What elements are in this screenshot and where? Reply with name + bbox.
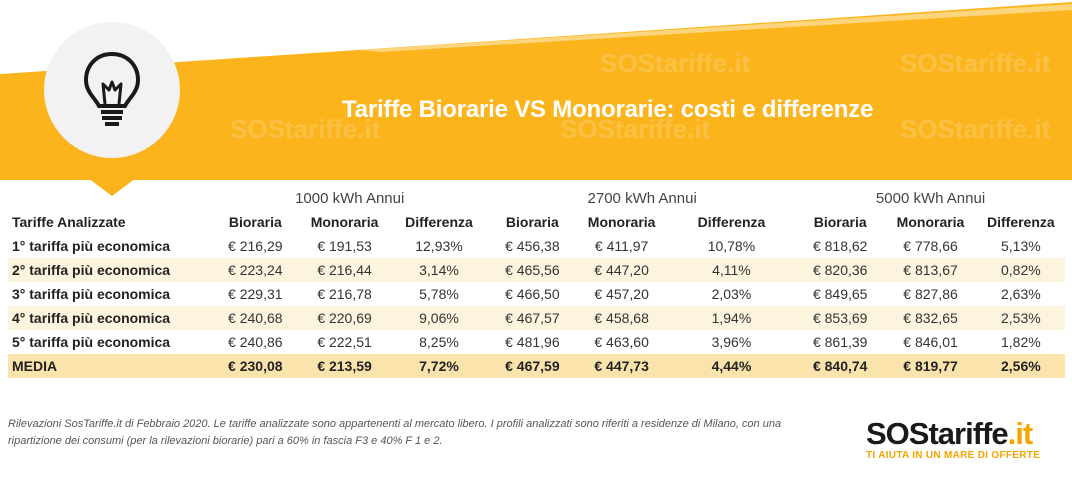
table-cell: € 849,65: [812, 286, 868, 302]
row-label: 2° tariffa più economica: [8, 258, 212, 282]
table-cell: 0,82%: [976, 258, 1065, 282]
table-cell: € 222,51: [317, 334, 372, 350]
table-cell: € 778,66: [903, 238, 958, 254]
table-cell: 2,53%: [976, 306, 1065, 330]
watermark-4: SOStariffe.it: [900, 114, 1051, 144]
table-cell: € 456,38: [505, 238, 560, 254]
table-cell: € 466,50: [505, 286, 560, 302]
average-cell: € 447,73: [576, 354, 667, 378]
watermark-2: SOStariffe.it: [230, 114, 381, 144]
logo-brand: SOStariffe: [866, 416, 1009, 451]
row-label: 3° tariffa più economica: [12, 286, 171, 302]
group-label-2700: 2700 kWh Annui: [587, 189, 697, 207]
table-cell: € 457,20: [594, 286, 649, 302]
col-monoraria: Monoraria: [310, 214, 379, 230]
table-cell: 8,25%: [419, 334, 459, 350]
table-cell: € 223,24: [211, 258, 300, 282]
average-cell: 7,72%: [389, 354, 489, 378]
average-cell: € 819,77: [884, 354, 977, 378]
table-cell: 5,13%: [1000, 238, 1041, 254]
page-title: Tariffe Biorarie VS Monorarie: costi e d…: [342, 96, 874, 123]
table-cell: € 813,67: [884, 258, 977, 282]
table-cell: € 411,97: [594, 238, 649, 254]
table-cell: € 846,01: [903, 334, 958, 350]
table-cell: € 447,20: [576, 258, 667, 282]
table-cell: € 191,53: [317, 238, 372, 254]
icon-circle: [44, 22, 180, 158]
header-banner: SOStariffe.it SOStariffe.it SOStariffe.i…: [0, 0, 1072, 200]
col-monoraria: Monoraria: [587, 214, 656, 230]
lightbulb-icon: [83, 51, 141, 126]
table-cell: € 229,31: [228, 286, 283, 302]
average-cell: € 230,08: [211, 354, 300, 378]
average-row: MEDIA € 230,08 € 213,59 7,72% € 467,59 €…: [8, 354, 1065, 378]
watermark-5: SOStariffe.it: [900, 48, 1051, 78]
table-cell: € 820,36: [796, 258, 885, 282]
tariff-comparison-table: 1000 kWh Annui 2700 kWh Annui 5000 kWh A…: [8, 186, 1065, 378]
table-cell: € 861,39: [812, 334, 868, 350]
table-cell: € 216,29: [228, 238, 283, 254]
table-cell: 2,63%: [1000, 286, 1041, 302]
row-label: 4° tariffa più economica: [8, 306, 212, 330]
watermark-1: SOStariffe.it: [600, 48, 751, 78]
col-bioraria: Bioraria: [813, 214, 867, 230]
table-cell: € 481,96: [505, 334, 560, 350]
watermark-3: SOStariffe.it: [560, 114, 711, 144]
table-row: 1° tariffa più economica € 216,29 € 191,…: [8, 234, 1065, 258]
row-label: 5° tariffa più economica: [12, 334, 171, 350]
table-cell: 2,03%: [711, 286, 752, 302]
col-bioraria: Bioraria: [228, 214, 282, 230]
table-cell: € 465,56: [488, 258, 577, 282]
footnote: Rilevazioni SosTariffe.it di Febbraio 20…: [8, 418, 782, 447]
table-cell: 3,14%: [389, 258, 489, 282]
table-cell: € 240,68: [211, 306, 300, 330]
table-cell: € 216,78: [317, 286, 372, 302]
average-cell: 2,56%: [976, 354, 1065, 378]
table-cell: € 216,44: [299, 258, 390, 282]
table-row: 5° tariffa più economica € 240,86 € 222,…: [8, 330, 1065, 354]
group-label-1000: 1000 kWh Annui: [295, 189, 405, 207]
table-cell: € 827,86: [903, 286, 958, 302]
table-cell: € 463,60: [594, 334, 649, 350]
table-cell: € 832,65: [884, 306, 977, 330]
table-cell: 4,11%: [666, 258, 797, 282]
table-cell: 12,93%: [415, 238, 463, 254]
table-row: 4° tariffa più economica € 240,68 € 220,…: [8, 306, 1065, 330]
table-cell: € 853,69: [796, 306, 885, 330]
col-monoraria: Monoraria: [896, 214, 965, 230]
table-cell: 1,82%: [1000, 334, 1041, 350]
table-cell: 1,94%: [666, 306, 797, 330]
col-differenza: Differenza: [987, 214, 1055, 230]
table-cell: € 467,57: [488, 306, 577, 330]
row-header-label: Tariffe Analizzate: [12, 214, 126, 230]
col-differenza: Differenza: [405, 214, 473, 230]
table-row: 2° tariffa più economica € 223,24 € 216,…: [8, 258, 1065, 282]
average-cell: € 213,59: [299, 354, 390, 378]
logo-wordmark: SOStariffe.it: [866, 418, 1040, 450]
logo-tld: .it: [1007, 416, 1034, 451]
table-cell: 3,96%: [711, 334, 752, 350]
row-label: 1° tariffa più economica: [12, 238, 171, 254]
table-cell: 9,06%: [389, 306, 489, 330]
table-cell: 5,78%: [419, 286, 459, 302]
group-label-5000: 5000 kWh Annui: [875, 189, 986, 207]
average-label: MEDIA: [8, 354, 212, 378]
group-header-row: 1000 kWh Annui 2700 kWh Annui 5000 kWh A…: [8, 186, 1065, 210]
average-cell: € 840,74: [796, 354, 885, 378]
sostariffe-logo: SOStariffe.it TI AIUTA IN UN MARE DI OFF…: [866, 418, 1041, 462]
table-cell: € 240,86: [228, 334, 283, 350]
table-row: 3° tariffa più economica € 229,31 € 216,…: [8, 282, 1065, 306]
col-differenza: Differenza: [697, 214, 766, 230]
column-header-row: Tariffe Analizzate Bioraria Monoraria Di…: [8, 210, 1065, 234]
table-cell: 10,78%: [707, 238, 756, 254]
col-bioraria: Bioraria: [505, 214, 559, 230]
table-cell: € 818,62: [812, 238, 868, 254]
logo-tagline: TI AIUTA IN UN MARE DI OFFERTE: [866, 450, 1041, 461]
table-cell: € 458,68: [576, 306, 667, 330]
banner-background: SOStariffe.it SOStariffe.it SOStariffe.i…: [0, 0, 1072, 196]
average-cell: € 467,59: [488, 354, 577, 378]
table-cell: € 220,69: [299, 306, 390, 330]
average-cell: 4,44%: [666, 354, 797, 378]
